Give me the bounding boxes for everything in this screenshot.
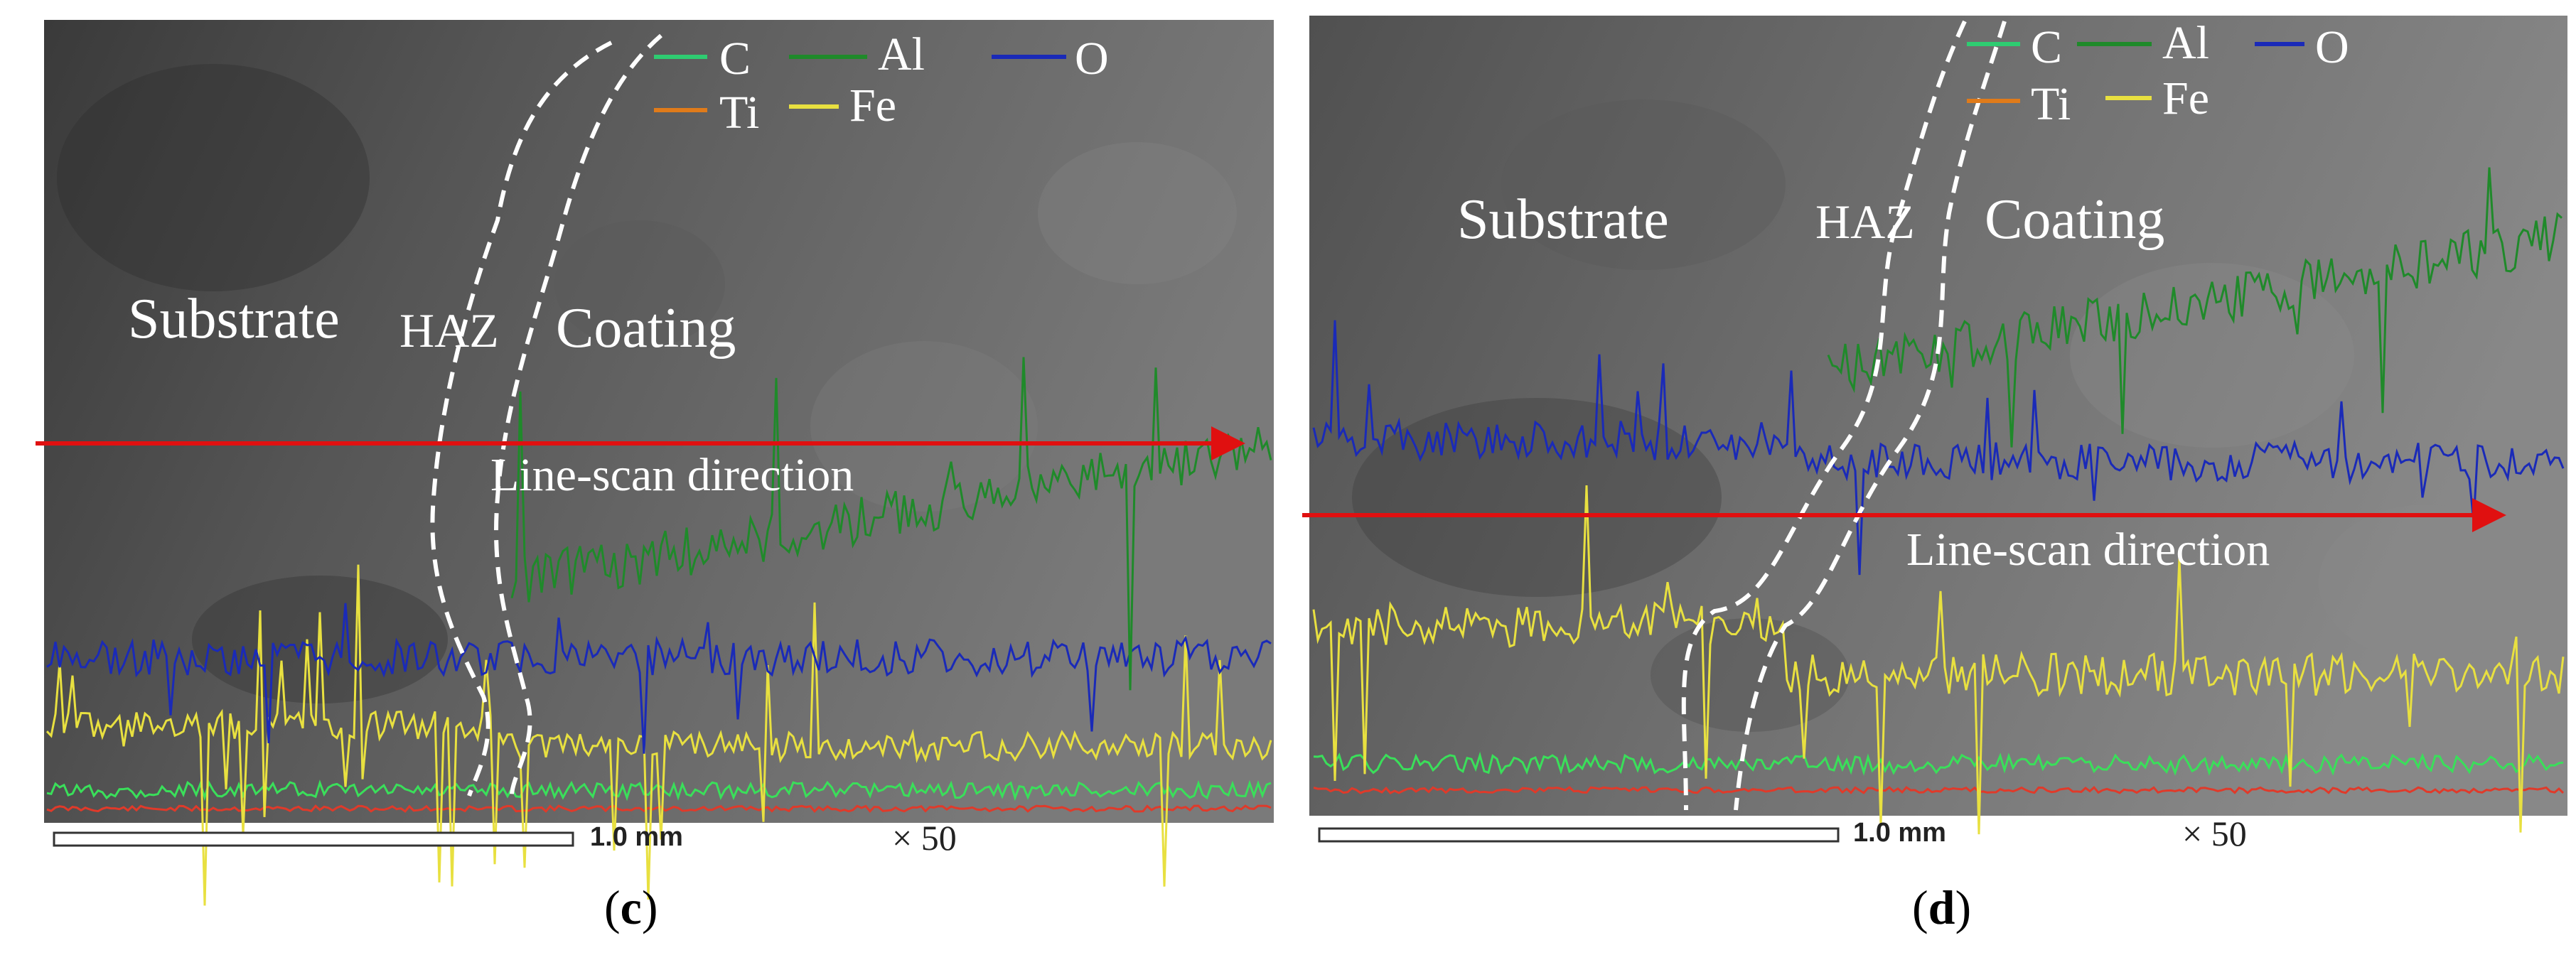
panel-caption-c: (c) bbox=[604, 880, 658, 934]
panel-caption-letter-c: c bbox=[621, 880, 642, 934]
scale-bar-c bbox=[53, 831, 574, 847]
trace-o-d bbox=[1312, 320, 2565, 576]
magnification-label-c: × 50 bbox=[892, 818, 957, 858]
substrate-label-d: Substrate bbox=[1457, 188, 1669, 251]
line-scan-curves-c bbox=[45, 357, 1272, 906]
panel-c-figure: Substrate HAZ Coating Line-scan directio… bbox=[36, 20, 1274, 934]
scale-bar-label-c: 1.0 mm bbox=[590, 822, 683, 852]
haz-boundary-right-d bbox=[1734, 21, 2007, 811]
trace-al-c bbox=[510, 357, 1272, 691]
legend-label-ti-c: Ti bbox=[719, 87, 759, 139]
panel-d-figure: Substrate HAZ Coating Line-scan directio… bbox=[1302, 16, 2567, 934]
trace-o-c bbox=[46, 603, 1272, 754]
panel-caption-d: (d) bbox=[1912, 880, 1971, 934]
micrograph-c bbox=[44, 20, 1274, 823]
direction-label-c: Line-scan direction bbox=[490, 449, 854, 501]
haz-boundary-right-c bbox=[494, 33, 662, 797]
micrograph-d bbox=[1309, 16, 2567, 816]
haz-boundary-left-c bbox=[430, 41, 613, 797]
micrograph-texture-d bbox=[1352, 99, 2532, 732]
direction-label-d: Line-scan direction bbox=[1906, 524, 2270, 576]
legend-label-al-d: Al bbox=[2162, 17, 2209, 69]
coating-label-d: Coating bbox=[1985, 188, 2164, 251]
legend-d: C Al O Ti Fe bbox=[1967, 17, 2349, 130]
haz-label-c: HAZ bbox=[399, 303, 499, 357]
legend-label-c-d: C bbox=[2031, 21, 2062, 73]
trace-fe-d bbox=[1312, 485, 2565, 835]
legend-label-ti-d: Ti bbox=[2031, 78, 2071, 130]
trace-c-d bbox=[1313, 751, 2564, 776]
scale-bar-label-d: 1.0 mm bbox=[1853, 818, 1946, 848]
legend-label-fe-d: Fe bbox=[2162, 72, 2209, 124]
haz-label-d: HAZ bbox=[1815, 195, 1915, 249]
panel-c: Substrate HAZ Coating Line-scan directio… bbox=[36, 20, 1274, 934]
coating-label-c: Coating bbox=[556, 297, 736, 360]
panel-d: Substrate HAZ Coating Line-scan directio… bbox=[1288, 0, 2576, 955]
substrate-label-c: Substrate bbox=[128, 288, 340, 350]
haz-boundary-left-d bbox=[1681, 20, 1967, 811]
trace-fe-c bbox=[45, 564, 1272, 906]
magnification-label-d: × 50 bbox=[2182, 814, 2247, 853]
legend-label-al-c: Al bbox=[878, 28, 925, 80]
legend-label-o-c: O bbox=[1075, 33, 1109, 85]
legend-label-o-d: O bbox=[2315, 21, 2349, 73]
trace-al-d bbox=[1827, 167, 2563, 448]
trace-ti-d bbox=[1313, 786, 2565, 794]
panel-caption-letter-d: d bbox=[1928, 880, 1955, 934]
line-scan-curves-d bbox=[1312, 167, 2565, 835]
legend-label-c-c: C bbox=[719, 33, 751, 85]
legend-c: C Al O Ti Fe bbox=[654, 28, 1109, 139]
scale-bar-d bbox=[1318, 827, 1840, 843]
legend-label-fe-c: Fe bbox=[849, 80, 896, 131]
